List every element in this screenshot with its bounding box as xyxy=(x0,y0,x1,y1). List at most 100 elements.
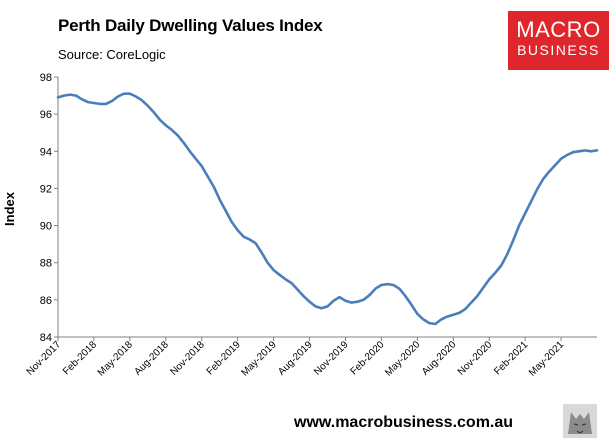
data-point xyxy=(476,295,479,297)
data-point xyxy=(87,101,89,103)
data-point xyxy=(194,157,197,160)
data-point xyxy=(135,95,137,98)
data-point xyxy=(170,129,173,131)
data-point xyxy=(69,93,71,96)
x-tick-label: Aug-2019 xyxy=(276,339,315,378)
y-tick-label: 94 xyxy=(40,146,52,158)
x-tick-label: May-2018 xyxy=(96,339,136,379)
data-point xyxy=(524,212,526,215)
x-tick-label: Nov-2020 xyxy=(456,339,495,378)
x-tick-label: May-2019 xyxy=(239,339,279,379)
data-point xyxy=(566,154,568,156)
data-point xyxy=(440,318,443,321)
data-point xyxy=(356,300,359,303)
data-point xyxy=(464,308,467,310)
data-point xyxy=(596,149,598,152)
data-point xyxy=(308,300,311,303)
data-point xyxy=(105,103,107,105)
data-point xyxy=(494,272,497,274)
data-point xyxy=(368,294,371,297)
data-point xyxy=(212,185,215,188)
data-point xyxy=(99,103,101,105)
x-tick-label: May-2021 xyxy=(527,339,567,379)
chart-source: Source: CoreLogic xyxy=(58,47,166,62)
data-point xyxy=(560,157,562,160)
data-point xyxy=(500,264,503,267)
data-point xyxy=(152,111,155,114)
data-point xyxy=(260,251,263,254)
wolf-logo-icon xyxy=(563,404,597,438)
data-point xyxy=(230,221,233,223)
chart-title: Perth Daily Dwelling Values Index xyxy=(58,16,323,35)
y-tick-label: 88 xyxy=(40,258,52,270)
data-point xyxy=(296,288,299,291)
data-point xyxy=(326,305,329,308)
data-point xyxy=(176,134,179,137)
data-point xyxy=(548,170,550,173)
data-point xyxy=(158,118,161,121)
x-tick-label: Nov-2019 xyxy=(312,339,351,378)
data-point xyxy=(398,287,401,290)
data-point xyxy=(164,124,167,127)
data-point xyxy=(200,165,203,168)
data-point xyxy=(236,229,239,232)
data-point xyxy=(254,242,257,245)
data-point xyxy=(590,150,592,153)
data-point xyxy=(206,175,209,178)
data-point xyxy=(554,164,556,167)
data-point xyxy=(374,287,377,290)
logo-line-1: MACRO xyxy=(516,17,601,42)
footer-url[interactable]: www.macrobusiness.com.au xyxy=(294,414,514,431)
data-point xyxy=(530,200,532,203)
data-point xyxy=(386,283,389,285)
data-point xyxy=(93,102,95,104)
data-point xyxy=(111,100,113,102)
data-point xyxy=(584,149,586,152)
x-tick-label: Nov-2018 xyxy=(168,339,207,378)
data-point xyxy=(224,209,227,212)
data-point xyxy=(81,98,83,101)
x-tick-label: Aug-2020 xyxy=(420,339,459,378)
data-point xyxy=(117,95,119,98)
data-point xyxy=(350,301,353,304)
y-tick-label: 84 xyxy=(40,332,52,344)
data-point xyxy=(182,142,185,144)
data-point xyxy=(404,295,407,297)
data-point xyxy=(332,299,335,302)
data-point xyxy=(362,299,365,301)
y-axis-label: Index xyxy=(2,191,17,226)
data-point xyxy=(140,99,143,102)
data-point xyxy=(410,303,413,306)
data-point xyxy=(518,224,520,227)
data-point xyxy=(266,261,269,264)
data-point xyxy=(188,150,191,153)
data-point xyxy=(488,278,491,281)
data-point xyxy=(284,278,287,281)
data-point xyxy=(129,92,131,95)
x-tick-label: Feb-2019 xyxy=(205,339,243,377)
x-tick-label: May-2020 xyxy=(383,339,423,379)
data-point xyxy=(302,295,305,297)
data-point xyxy=(146,104,149,107)
data-point xyxy=(452,313,455,316)
data-point xyxy=(422,318,425,321)
data-point xyxy=(458,312,461,314)
data-point xyxy=(446,315,449,318)
data-point xyxy=(344,299,347,302)
macrobusiness-logo: MACRO BUSINESS xyxy=(508,11,609,70)
data-point xyxy=(572,151,574,154)
data-point xyxy=(542,178,544,181)
logo-line-2: BUSINESS xyxy=(517,42,600,58)
y-tick-label: 98 xyxy=(40,72,52,84)
data-point xyxy=(506,253,509,256)
data-point xyxy=(578,150,580,153)
data-point xyxy=(320,307,323,310)
y-tick-label: 92 xyxy=(40,183,52,195)
data-point xyxy=(536,188,538,191)
data-point xyxy=(428,322,431,324)
data-point xyxy=(434,323,437,325)
data-point xyxy=(218,198,221,201)
data-point xyxy=(392,284,395,286)
x-tick-label: Feb-2020 xyxy=(348,339,386,377)
data-point xyxy=(248,238,251,241)
